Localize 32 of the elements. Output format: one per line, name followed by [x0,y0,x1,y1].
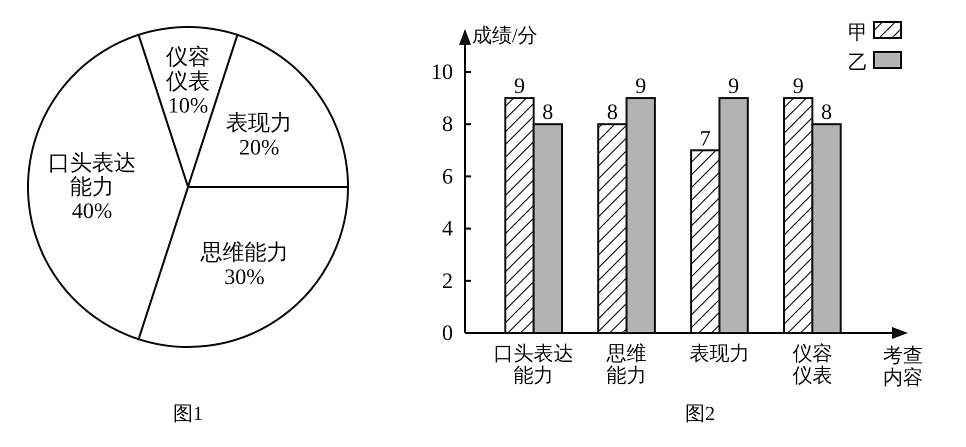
data-label: 7 [700,125,711,150]
slice-label: 表现力 [226,110,292,136]
data-label: 30% [224,264,265,289]
x-tick-label: 口头表达能力 [494,343,574,387]
data-label: 9 [635,73,646,98]
text: 图1 [173,403,203,425]
data-label: 8 [542,99,554,124]
y-tick-label: 4 [442,216,453,241]
data-label: 20% [239,134,280,160]
y-tick-label: 0 [442,320,453,346]
data-label: 9 [514,73,525,98]
y-tick-label: 6 [442,163,453,188]
data-label: 8 [606,99,618,124]
x-tick-label: 仪容仪表 [792,343,832,387]
x-axis-title: 考查内容 [883,345,923,389]
y-tick-label: 8 [442,111,453,136]
legend-label: 甲 [848,22,868,44]
y-tick-label: 10 [431,59,453,84]
data-label: 8 [821,99,832,124]
data-label: 10% [168,92,208,118]
slice-label: 口头表达能力 [48,150,136,199]
x-tick-label: 思维能力 [606,343,647,387]
data-label: 9 [728,73,740,98]
y-axis-title: 成绩/分 [472,25,538,47]
x-tick-label: 表现力 [689,343,750,365]
text: 图2 [685,403,715,425]
y-tick-label: 2 [442,268,453,293]
legend-label: 乙 [848,52,868,74]
slice-label: 仪容仪表 [166,44,210,94]
data-label: 40% [72,198,112,224]
slice-label: 思维能力 [199,240,288,265]
data-label: 9 [792,73,804,98]
